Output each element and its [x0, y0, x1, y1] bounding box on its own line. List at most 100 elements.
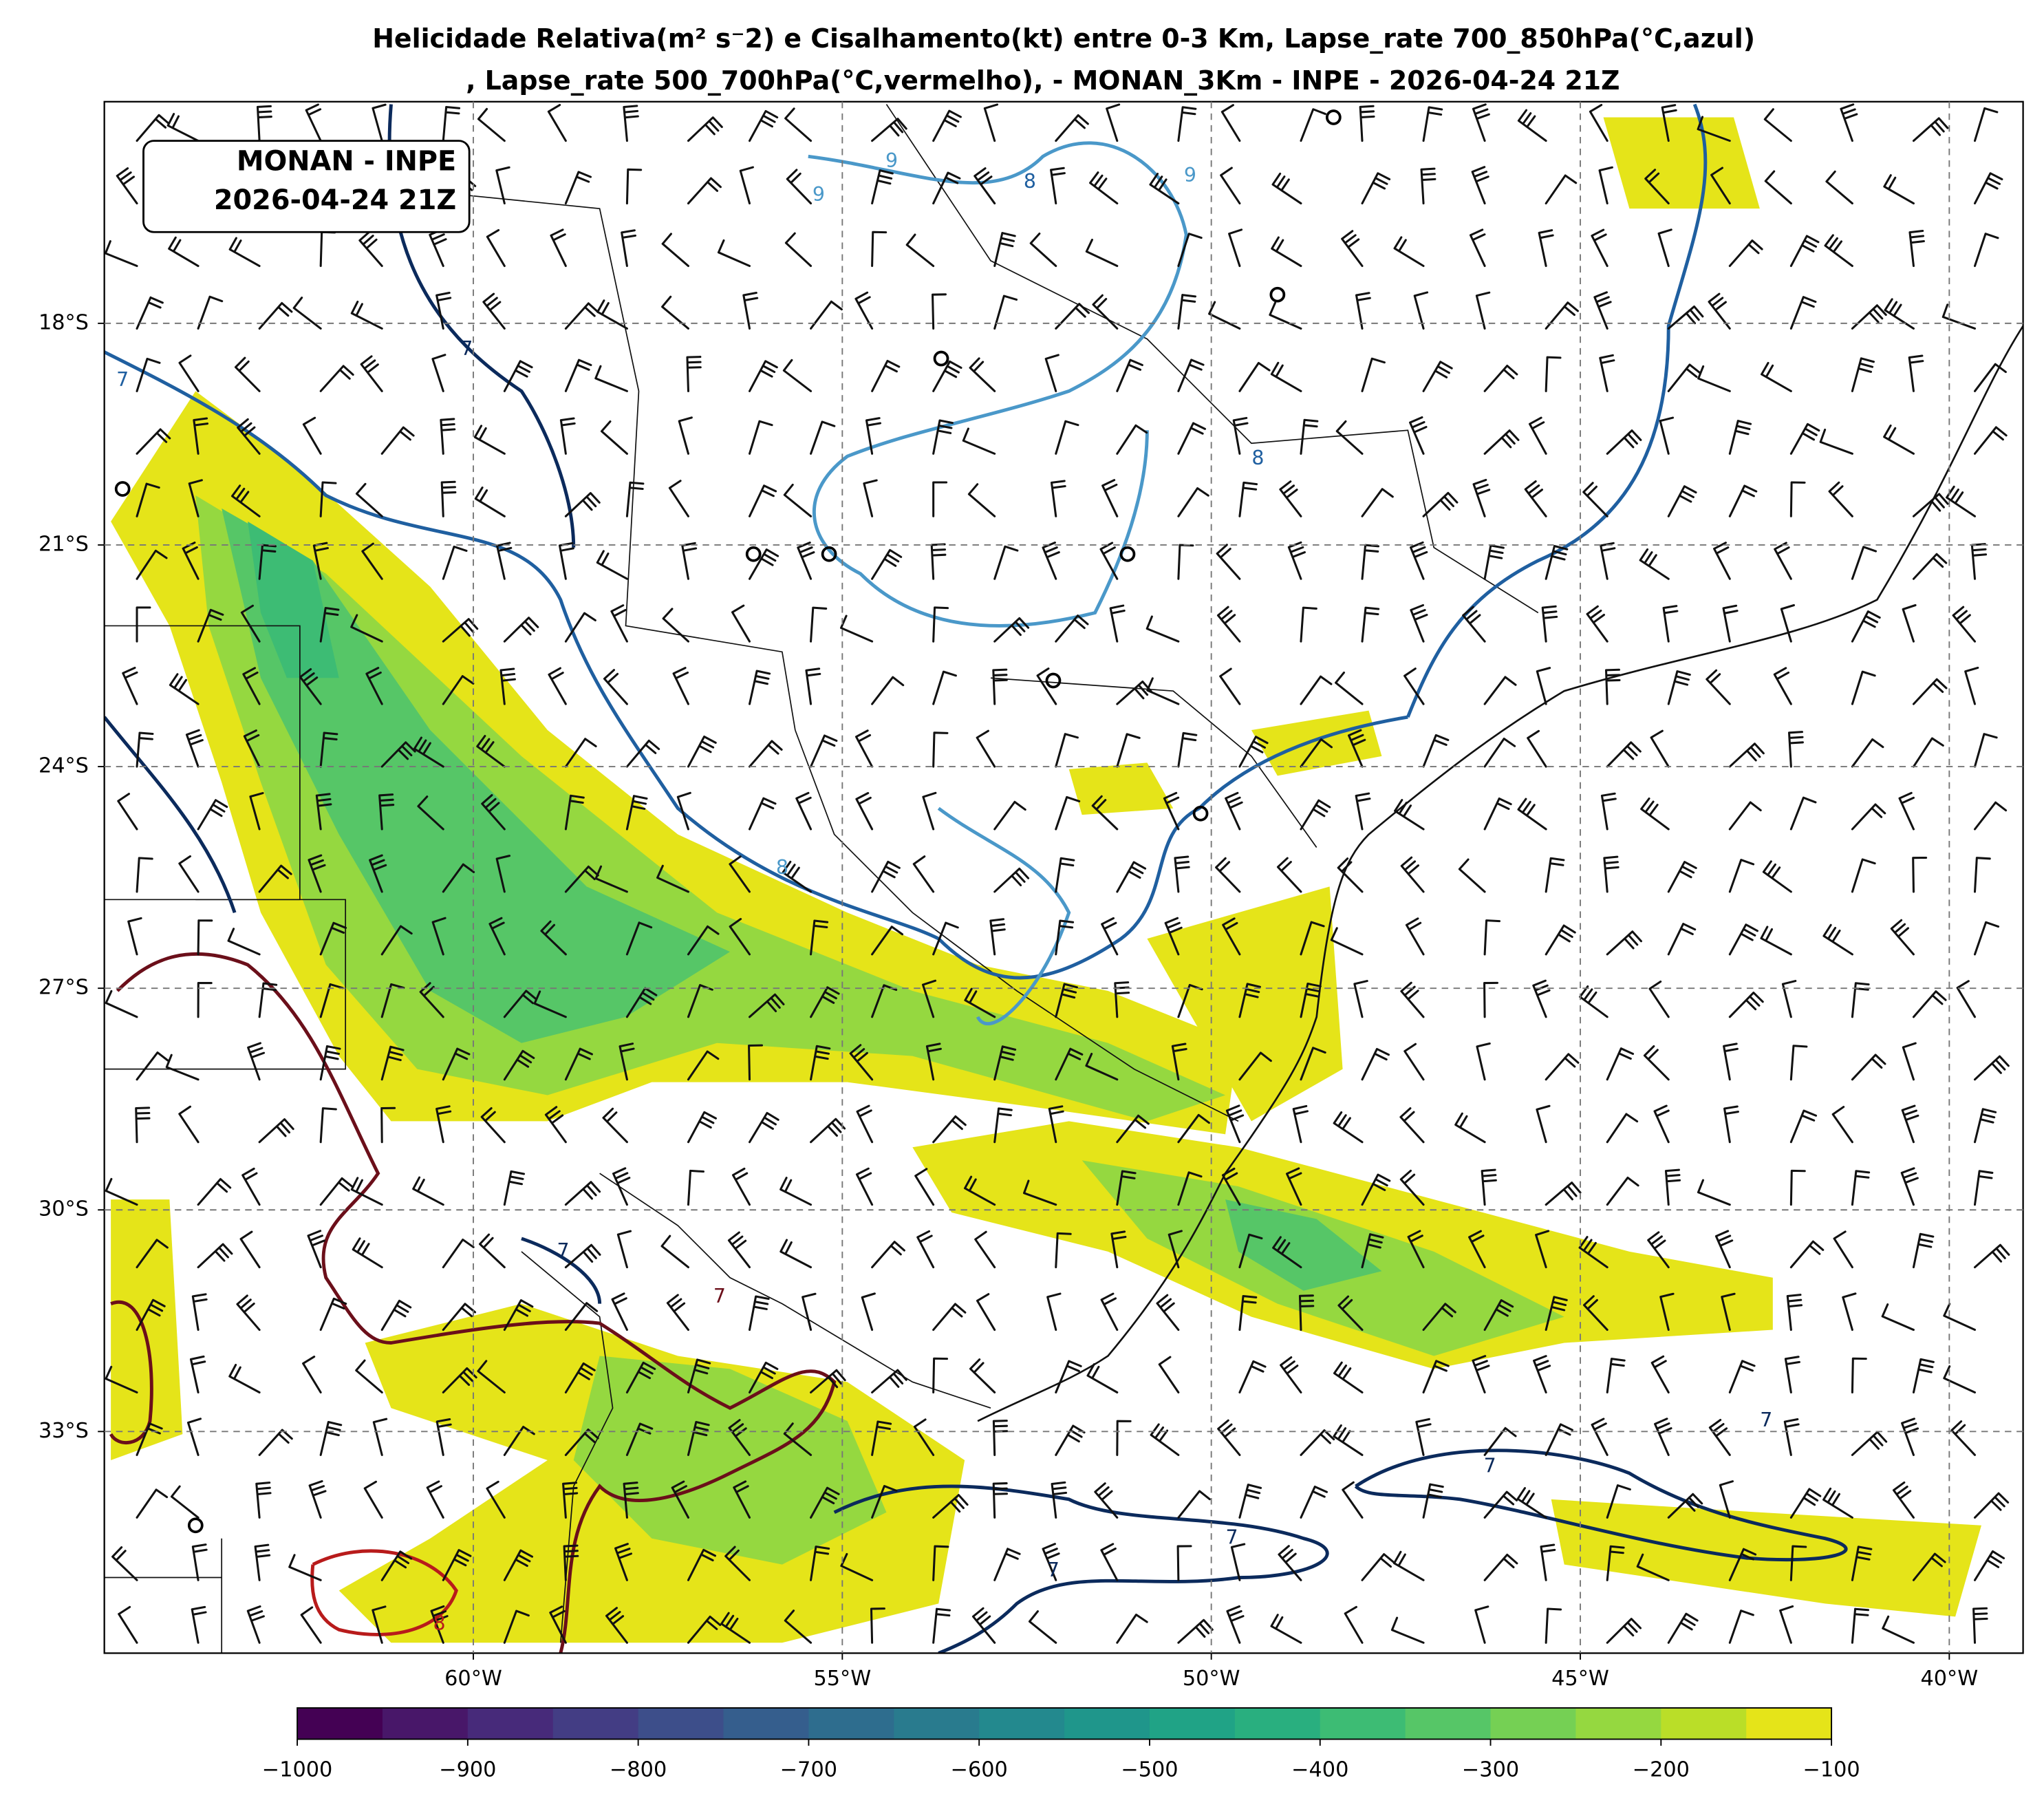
- wind-barb: [625, 795, 648, 831]
- wind-barb: [1400, 981, 1425, 1018]
- wind-barb: [1912, 1232, 1935, 1269]
- contour-label: 7: [1047, 1559, 1059, 1581]
- wind-barb: [1657, 228, 1672, 268]
- wind-barb: [870, 1607, 885, 1644]
- wind-barb: [1664, 1168, 1681, 1206]
- wind-barb: [625, 168, 643, 205]
- wind-barb: [1110, 1230, 1127, 1269]
- wind-barb: [1901, 1418, 1919, 1456]
- wind-barb: [1156, 1294, 1180, 1332]
- wind-barb: [430, 1605, 449, 1644]
- wind-barb: [1697, 365, 1731, 392]
- wind-barb: [1483, 1299, 1514, 1332]
- wind-barb: [932, 1357, 949, 1394]
- wind-barb: [564, 738, 597, 768]
- wind-barb: [1337, 1295, 1364, 1332]
- wind-barb: [921, 979, 937, 1018]
- wind-barb: [687, 925, 720, 956]
- wind-barb: [932, 293, 947, 330]
- wind-barb: [544, 1106, 567, 1144]
- wind-barb: [1833, 1230, 1853, 1269]
- wind-barb: [914, 1168, 935, 1206]
- wind-barb: [372, 1418, 388, 1456]
- wind-barb: [1410, 603, 1428, 643]
- wind-barb: [413, 736, 444, 768]
- wind-barb: [1300, 738, 1333, 768]
- wind-barb: [993, 1548, 1021, 1581]
- wind-barb: [136, 857, 153, 893]
- wind-barb: [305, 103, 322, 142]
- wind-barb: [1952, 606, 1977, 643]
- wind-barb: [1472, 1355, 1490, 1394]
- wind-barb: [302, 1356, 322, 1394]
- wind-barb: [687, 984, 713, 1018]
- wind-barb: [1943, 1365, 1977, 1394]
- wind-barb: [136, 1298, 166, 1332]
- wind-barb: [105, 1365, 138, 1394]
- wind-barb: [687, 735, 717, 768]
- wind-barb: [186, 1418, 202, 1456]
- wind-barb: [243, 729, 261, 768]
- wind-barb: [849, 1044, 874, 1081]
- wind-barb: [1912, 553, 1948, 580]
- wind-barb: [749, 420, 773, 455]
- wind-barb: [559, 417, 576, 455]
- wind-barb: [549, 1605, 567, 1644]
- wind-barb: [1208, 301, 1241, 330]
- colorbar-tick-label: −900: [439, 1757, 496, 1782]
- colorbar-tick-label: −800: [610, 1757, 667, 1782]
- wind-barb: [1789, 235, 1820, 268]
- wind-barb: [168, 236, 200, 268]
- wind-barb: [1344, 1605, 1364, 1644]
- wind-barb: [1647, 1231, 1670, 1269]
- wind-barb: [1912, 856, 1928, 893]
- wind-barb: [1912, 737, 1944, 768]
- wind-barb: [442, 106, 461, 142]
- wind-barb: [905, 233, 935, 268]
- y-tick-label: 27°S: [39, 976, 89, 1000]
- wind-barb: [488, 917, 506, 956]
- wind-barb: [805, 667, 821, 705]
- wind-barb: [135, 1106, 151, 1144]
- wind-barb: [1973, 1492, 2010, 1519]
- wind-barb: [1973, 857, 1991, 893]
- wind-barb: [228, 1364, 261, 1394]
- wind-barb: [1708, 292, 1731, 330]
- wind-barb: [1760, 926, 1792, 956]
- wind-barb: [971, 1607, 996, 1644]
- wind-barb: [932, 109, 962, 142]
- wind-barb: [1659, 1292, 1675, 1332]
- wind-barb: [731, 1167, 751, 1206]
- wind-barb: [856, 1104, 874, 1144]
- wind-barb: [1912, 1552, 1946, 1581]
- wind-barb: [1973, 426, 2008, 455]
- wind-barb: [1399, 1169, 1425, 1206]
- wind-barb: [1659, 416, 1675, 455]
- wind-barb: [1116, 1420, 1132, 1456]
- wind-barb: [1177, 233, 1203, 268]
- wind-barb: [1779, 1605, 1794, 1644]
- x-tick-label: 40°W: [1920, 1667, 1978, 1691]
- colorbar-swatch: [894, 1708, 980, 1740]
- wind-barb: [1540, 1543, 1556, 1581]
- contour-labels: 7 7 9 9 8 8 9 8 7 7 7 7 7 8 7: [116, 149, 1772, 1635]
- wind-barb: [1163, 791, 1180, 831]
- wind-barb: [1781, 980, 1797, 1018]
- wind-barb: [1789, 296, 1817, 330]
- wind-barb: [372, 1605, 387, 1644]
- wind-barb: [1176, 1545, 1192, 1581]
- wind-barb: [319, 731, 338, 768]
- wind-barb: [548, 667, 567, 705]
- wind-barb: [1092, 294, 1119, 330]
- wind-barb: [188, 479, 203, 517]
- colorbar-swatch: [638, 1708, 724, 1740]
- wind-barb: [1300, 108, 1326, 142]
- wind-barb: [603, 669, 628, 705]
- wind-barb: [687, 1420, 710, 1456]
- wind-barb: [871, 118, 907, 142]
- wind-barb: [616, 1230, 632, 1269]
- wind-barb: [748, 1044, 764, 1081]
- wind-barb: [564, 1302, 599, 1332]
- wind-barb: [1177, 294, 1197, 330]
- wind-barb: [372, 103, 387, 142]
